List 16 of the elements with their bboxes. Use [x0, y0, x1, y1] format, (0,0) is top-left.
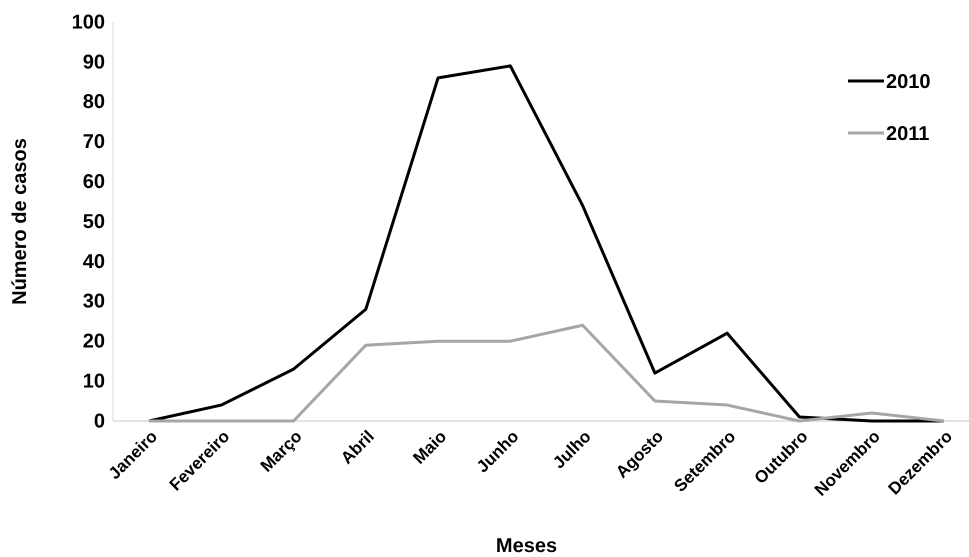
y-tick-label: 10: [82, 370, 105, 392]
x-axis-title: Meses: [496, 535, 558, 557]
y-tick-label: 0: [94, 410, 105, 432]
y-tick-label: 90: [82, 51, 105, 74]
y-axis-title: Número de casos: [9, 138, 31, 305]
y-tick-label: 30: [82, 290, 105, 313]
legend-label: 2010: [886, 71, 930, 93]
y-tick-label: 60: [82, 171, 105, 193]
line-series: [148, 324, 946, 422]
y-tick-label: 100: [72, 11, 105, 34]
y-tick-label: 80: [82, 91, 105, 114]
y-tick-label: 70: [82, 131, 105, 154]
legend-label: 2011: [886, 123, 930, 145]
y-tick-label: 20: [82, 330, 105, 353]
y-tick-label: 40: [82, 250, 105, 273]
y-tick-label: 50: [82, 210, 105, 233]
